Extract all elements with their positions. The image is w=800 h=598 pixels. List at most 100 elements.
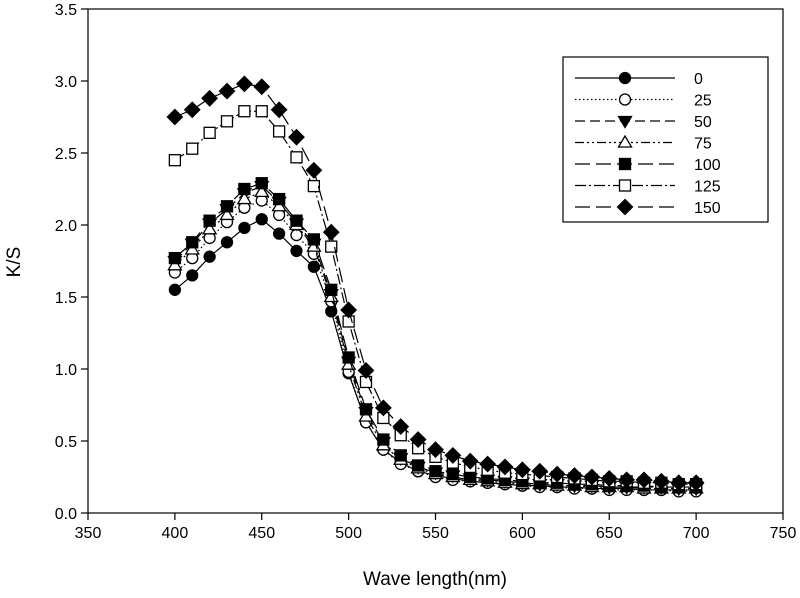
data-point: [618, 471, 636, 489]
data-point: [255, 177, 268, 190]
x-tick-label: 400: [162, 525, 189, 542]
data-point: [464, 470, 477, 484]
data-point: [342, 351, 355, 364]
legend-item: 75: [575, 134, 712, 153]
data-point: [168, 251, 182, 265]
legend-label: 25: [694, 93, 712, 110]
series-150: [166, 75, 705, 492]
x-tick-label: 750: [770, 525, 797, 542]
y-tick-label: 1.5: [55, 290, 77, 307]
legend-marker: [617, 115, 633, 129]
data-point: [290, 244, 303, 258]
data-point: [218, 82, 236, 100]
data-point: [270, 101, 288, 119]
data-point: [307, 179, 321, 193]
data-point: [290, 214, 303, 227]
legend-marker: [618, 71, 632, 85]
data-point: [220, 236, 234, 249]
data-point: [307, 233, 321, 246]
data-point: [325, 283, 338, 296]
data-point: [238, 182, 251, 196]
x-tick-label: 450: [248, 525, 275, 542]
data-point: [220, 115, 234, 128]
data-point: [446, 467, 460, 481]
data-point: [236, 191, 253, 205]
data-point: [340, 301, 358, 319]
legend-marker: [616, 198, 634, 216]
data-point: [255, 213, 268, 226]
data-point: [496, 458, 514, 476]
legend-label: 50: [694, 114, 712, 131]
data-point: [583, 468, 601, 486]
x-axis-label: Wave length(nm): [363, 569, 507, 590]
data-point: [186, 269, 199, 282]
data-point: [203, 214, 216, 227]
data-point: [357, 362, 375, 379]
data-point: [201, 221, 218, 235]
data-point: [201, 89, 219, 107]
data-point: [271, 198, 287, 212]
data-point: [374, 399, 392, 417]
x-tick-label: 500: [335, 525, 362, 542]
data-point: [479, 455, 497, 473]
data-point: [359, 403, 373, 416]
data-point: [168, 154, 182, 167]
data-point: [184, 241, 200, 255]
data-point: [238, 221, 251, 235]
data-point: [566, 467, 583, 484]
data-point: [203, 126, 216, 139]
legend-item: 150: [575, 198, 721, 217]
legend: 0 25 50 75 100 125 150: [562, 56, 769, 223]
data-point: [203, 250, 216, 263]
data-point: [238, 105, 251, 118]
data-point: [377, 433, 390, 446]
data-point: [513, 461, 531, 479]
data-point: [186, 236, 199, 249]
data-point: [272, 227, 286, 240]
data-point: [531, 462, 549, 480]
y-tick-label: 1.0: [55, 362, 77, 379]
data-point: [322, 223, 340, 241]
data-point: [411, 459, 425, 472]
legend-item: 50: [575, 114, 712, 131]
data-point: [548, 465, 566, 483]
legend-marker: [618, 157, 632, 171]
legend-marker: [617, 134, 633, 148]
data-point: [325, 240, 338, 253]
data-point: [687, 474, 705, 492]
data-point: [219, 207, 235, 221]
legend-item: 100: [575, 157, 721, 174]
data-point: [305, 161, 323, 179]
legend-label: 75: [694, 136, 712, 153]
legend-item: 0: [575, 71, 703, 88]
data-point: [394, 449, 407, 462]
data-point: [427, 441, 444, 459]
data-point: [290, 151, 303, 164]
legend-label: 125: [694, 179, 721, 196]
data-point: [323, 289, 339, 303]
legend-label: 0: [694, 71, 703, 88]
data-point: [168, 283, 182, 296]
data-point: [220, 200, 234, 213]
data-point: [444, 446, 462, 464]
legend-label: 150: [694, 200, 721, 217]
data-point: [255, 105, 268, 118]
data-point: [235, 75, 253, 93]
legend-item: 25: [575, 93, 712, 110]
data-point: [635, 471, 653, 489]
data-point: [600, 470, 618, 487]
y-tick-label: 2.0: [55, 218, 77, 235]
data-point: [288, 128, 305, 146]
data-point: [253, 78, 271, 96]
data-point: [652, 472, 670, 490]
legend-label: 100: [694, 157, 721, 174]
y-tick-label: 3.0: [55, 74, 77, 91]
data-point: [670, 474, 688, 492]
data-point: [183, 101, 201, 119]
legend-marker: [618, 179, 632, 192]
data-point: [461, 452, 479, 470]
x-tick-label: 700: [683, 525, 710, 542]
x-tick-label: 600: [509, 525, 536, 542]
y-tick-label: 0.0: [55, 506, 77, 523]
data-point: [429, 465, 442, 478]
